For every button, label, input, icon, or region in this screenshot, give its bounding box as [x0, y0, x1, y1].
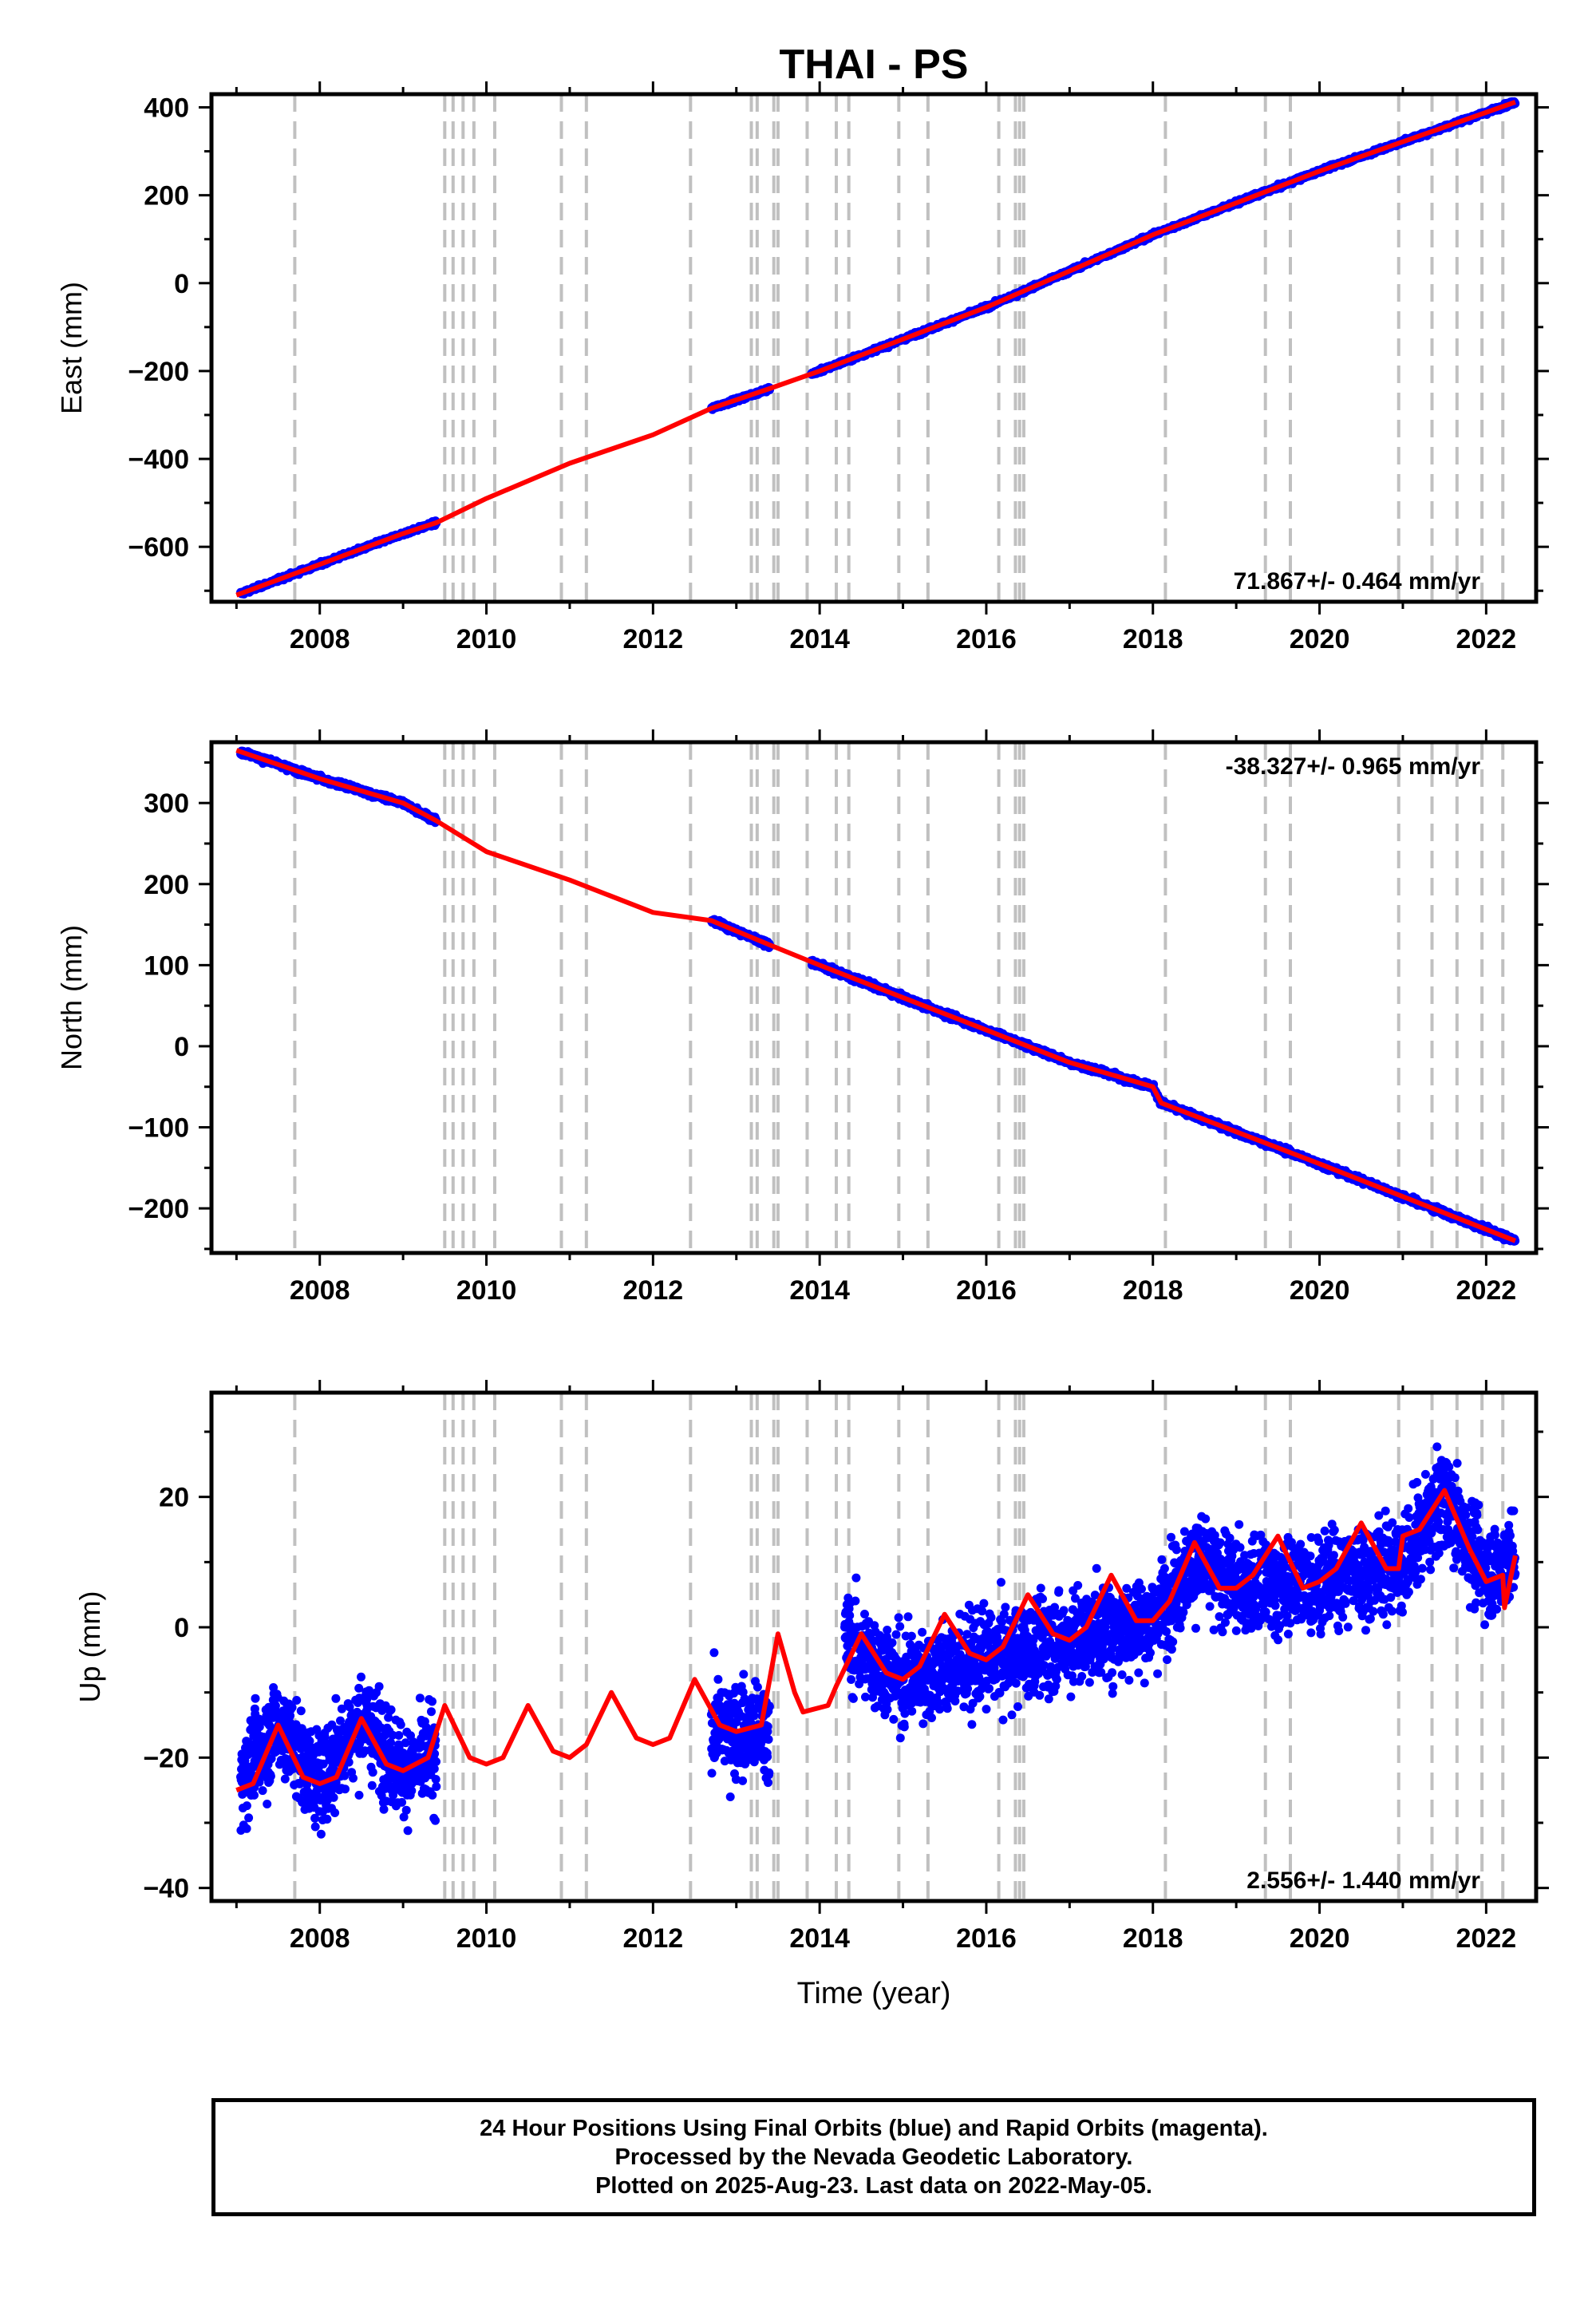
y-tick-label: 200 [144, 181, 189, 211]
x-tick-label: 2012 [623, 624, 684, 654]
x-tick-label: 2008 [290, 624, 350, 654]
y-tick-label: 400 [144, 93, 189, 124]
y-tick-label: 0 [174, 269, 189, 299]
x-tick-label: 2022 [1456, 624, 1517, 654]
plot-frame [209, 92, 1539, 604]
step-lines [293, 94, 1505, 602]
x-tick-label: 2016 [956, 624, 1017, 654]
model-line [235, 100, 1516, 598]
y-tick-label: −400 [128, 445, 189, 475]
data-points [236, 746, 1520, 1246]
x-tick-label: 2010 [456, 624, 517, 654]
east-panel: 2008 2010 2012 2014 2016 2018 2020 2022 −600 −400… [55, 81, 1549, 654]
north-panel: 2008 2010 2012 2014 2016 2018 2020 2022−200−100… [55, 729, 1549, 1306]
y-tick-label: −200 [128, 357, 189, 387]
x-tick-label: 2014 [789, 624, 850, 654]
step-lines [293, 742, 1505, 1253]
rate-label: 71.867+/- 0.464 mm/yr [1234, 568, 1481, 595]
x-tick-label: 2018 [1123, 624, 1183, 654]
y-axis-label: East (mm) [55, 282, 88, 414]
figure-title: THAI - PS [780, 41, 969, 88]
y-tick-label: −600 [128, 532, 189, 563]
x-tick-label: 2020 [1290, 624, 1350, 654]
x-axis: 2008 2010 2012 2014 2016 2018 2020 2022 [235, 81, 1517, 654]
y-axis: −600 −400 −200 0 200 400 [128, 93, 1549, 592]
